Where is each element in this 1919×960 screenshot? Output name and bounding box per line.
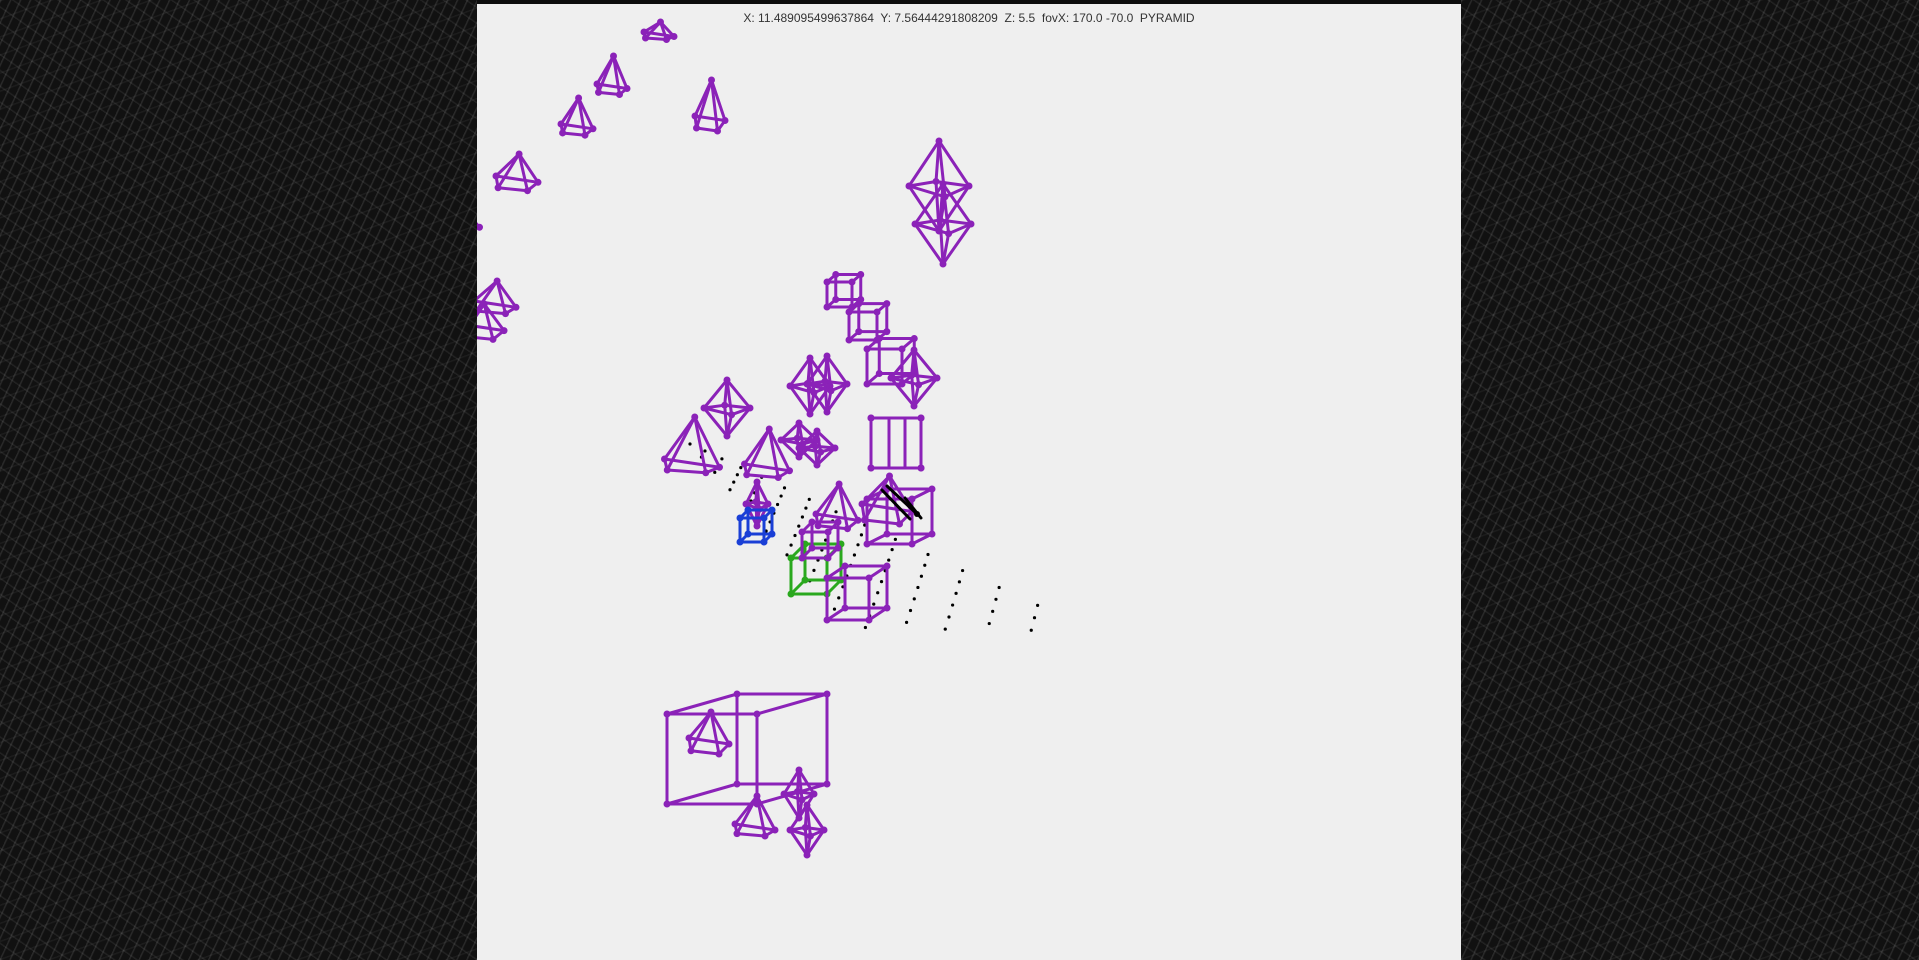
cursor-arrow-icon[interactable]: [880, 484, 923, 521]
diamond-shape[interactable]: [780, 766, 818, 822]
diamond-shape[interactable]: [911, 180, 975, 268]
pyramid-shape[interactable]: [477, 300, 508, 343]
pyramid-shape[interactable]: [557, 94, 597, 139]
diamond-shape[interactable]: [777, 419, 821, 461]
coordinate-readout: X: 11.489095499637864 Y: 7.5644429180820…: [743, 11, 1195, 25]
diamond-shape[interactable]: [795, 427, 839, 469]
right-background-texture: [1461, 0, 1919, 960]
pyramid-shape[interactable]: [858, 472, 916, 528]
cube-shape[interactable]: [867, 414, 925, 472]
diamond-shape[interactable]: [700, 376, 754, 440]
pyramid-shape[interactable]: [741, 425, 793, 482]
diamond-shape[interactable]: [742, 478, 772, 530]
selected-cube-shape[interactable]: [736, 506, 776, 546]
diamond-shape[interactable]: [803, 352, 851, 416]
cube-shape[interactable]: [863, 485, 936, 548]
pyramid-shape[interactable]: [661, 413, 723, 477]
pyramid-shape[interactable]: [492, 150, 542, 195]
pyramid-shape[interactable]: [691, 76, 729, 135]
left-background-texture: [0, 0, 477, 960]
cube-shape[interactable]: [823, 562, 891, 624]
cube-shape[interactable]: [798, 518, 842, 562]
pyramid-shape[interactable]: [477, 196, 483, 234]
3d-viewport[interactable]: X: 11.489095499637864 Y: 7.5644429180820…: [477, 4, 1461, 960]
pyramid-shape[interactable]: [685, 708, 733, 758]
pyramid-shape[interactable]: [593, 52, 631, 99]
pyramid-shape[interactable]: [477, 277, 520, 318]
pyramid-shape[interactable]: [731, 792, 779, 840]
diamond-shape[interactable]: [786, 801, 828, 859]
pyramid-shape[interactable]: [812, 480, 862, 533]
scene-canvas[interactable]: [477, 4, 1461, 960]
diamond-shape[interactable]: [887, 346, 941, 410]
pyramid-shape[interactable]: [640, 18, 678, 44]
large-cube-shape[interactable]: [663, 690, 831, 808]
cube-shape[interactable]: [863, 335, 918, 388]
